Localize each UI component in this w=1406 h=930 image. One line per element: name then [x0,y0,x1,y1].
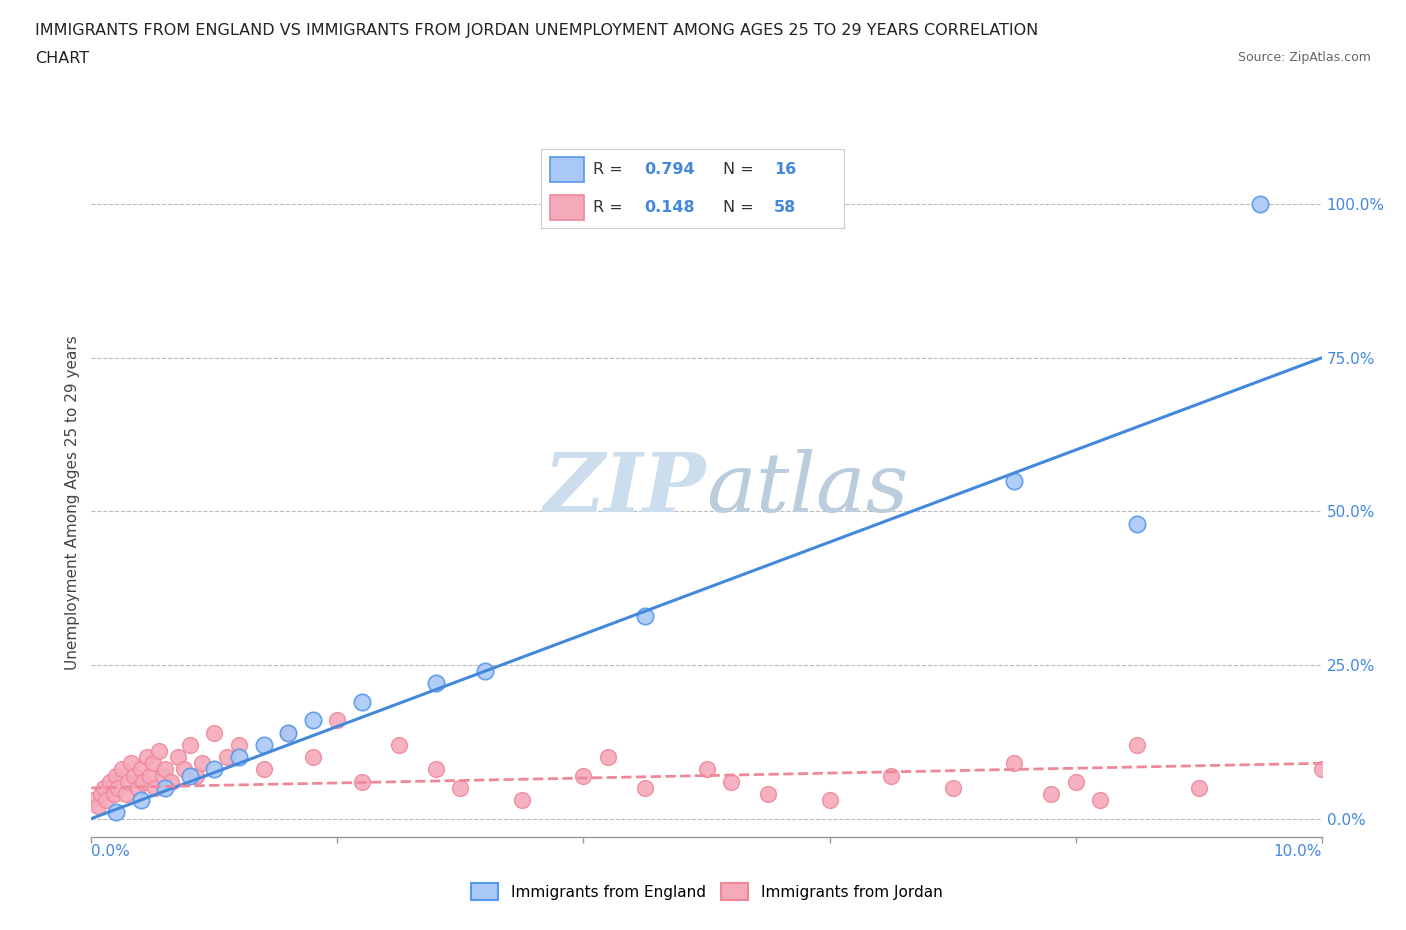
Legend: Immigrants from England, Immigrants from Jordan: Immigrants from England, Immigrants from… [464,876,949,907]
Point [127,780,149,795]
Point [202,725,225,740]
Point [152,768,174,783]
Point [301,750,323,764]
Point [1064,775,1087,790]
Point [215,750,238,764]
Point [117,775,139,790]
Point [818,792,841,807]
Point [124,768,146,783]
Point [756,787,779,802]
Point [142,756,165,771]
Point [634,780,657,795]
Text: 0.0%: 0.0% [91,844,131,859]
Point [228,750,250,764]
Point [96,792,117,807]
Point [352,775,374,790]
Text: CHART: CHART [35,51,89,66]
FancyBboxPatch shape [550,194,583,220]
Point [129,792,152,807]
Text: 10.0%: 10.0% [1274,844,1322,859]
Point [1249,197,1271,212]
Point [93,780,115,795]
Text: R =: R = [593,200,627,215]
Point [941,780,963,795]
Point [1002,756,1025,771]
Point [114,787,138,802]
Point [277,725,299,740]
Point [160,775,183,790]
Text: 58: 58 [775,200,796,215]
Point [179,737,201,752]
Point [105,768,127,783]
FancyBboxPatch shape [550,157,583,182]
Point [425,676,447,691]
Point [129,762,152,777]
Point [1310,762,1333,777]
Point [572,768,595,783]
Y-axis label: Unemployment Among Ages 25 to 29 years: Unemployment Among Ages 25 to 29 years [65,335,80,670]
Point [202,762,225,777]
Text: ZIP: ZIP [544,449,706,529]
Point [103,787,125,802]
Text: atlas: atlas [706,449,908,529]
Point [107,780,129,795]
Point [191,756,214,771]
Point [1002,473,1025,488]
Point [139,768,162,783]
Point [252,762,274,777]
Point [596,750,619,764]
Point [425,762,447,777]
Point [277,725,299,740]
Point [80,792,103,807]
Point [145,780,166,795]
Point [90,787,112,802]
Point [880,768,903,783]
Point [135,750,157,764]
Point [352,695,374,710]
Point [173,762,195,777]
Point [166,750,188,764]
Point [252,737,274,752]
Point [720,775,742,790]
Text: N =: N = [723,200,759,215]
Point [449,780,471,795]
Text: 0.794: 0.794 [644,162,695,177]
Point [179,768,201,783]
Point [326,712,349,727]
Point [1187,780,1209,795]
Text: R =: R = [593,162,627,177]
Text: Source: ZipAtlas.com: Source: ZipAtlas.com [1237,51,1371,64]
Point [388,737,411,752]
Point [86,799,108,814]
Point [1126,737,1149,752]
Point [184,768,207,783]
Point [98,775,121,790]
Point [1088,792,1111,807]
Point [111,762,134,777]
Text: IMMIGRANTS FROM ENGLAND VS IMMIGRANTS FROM JORDAN UNEMPLOYMENT AMONG AGES 25 TO : IMMIGRANTS FROM ENGLAND VS IMMIGRANTS FR… [35,23,1039,38]
Point [153,780,177,795]
Point [132,775,155,790]
Point [148,744,170,759]
Point [474,664,496,679]
Point [634,608,657,623]
Point [120,756,142,771]
Text: 16: 16 [775,162,796,177]
Point [510,792,533,807]
Point [695,762,717,777]
Text: N =: N = [723,162,759,177]
Point [153,762,177,777]
Text: 0.148: 0.148 [644,200,695,215]
Point [1039,787,1063,802]
Point [105,805,127,820]
Point [301,712,323,727]
Point [1126,516,1149,531]
Point [228,737,250,752]
